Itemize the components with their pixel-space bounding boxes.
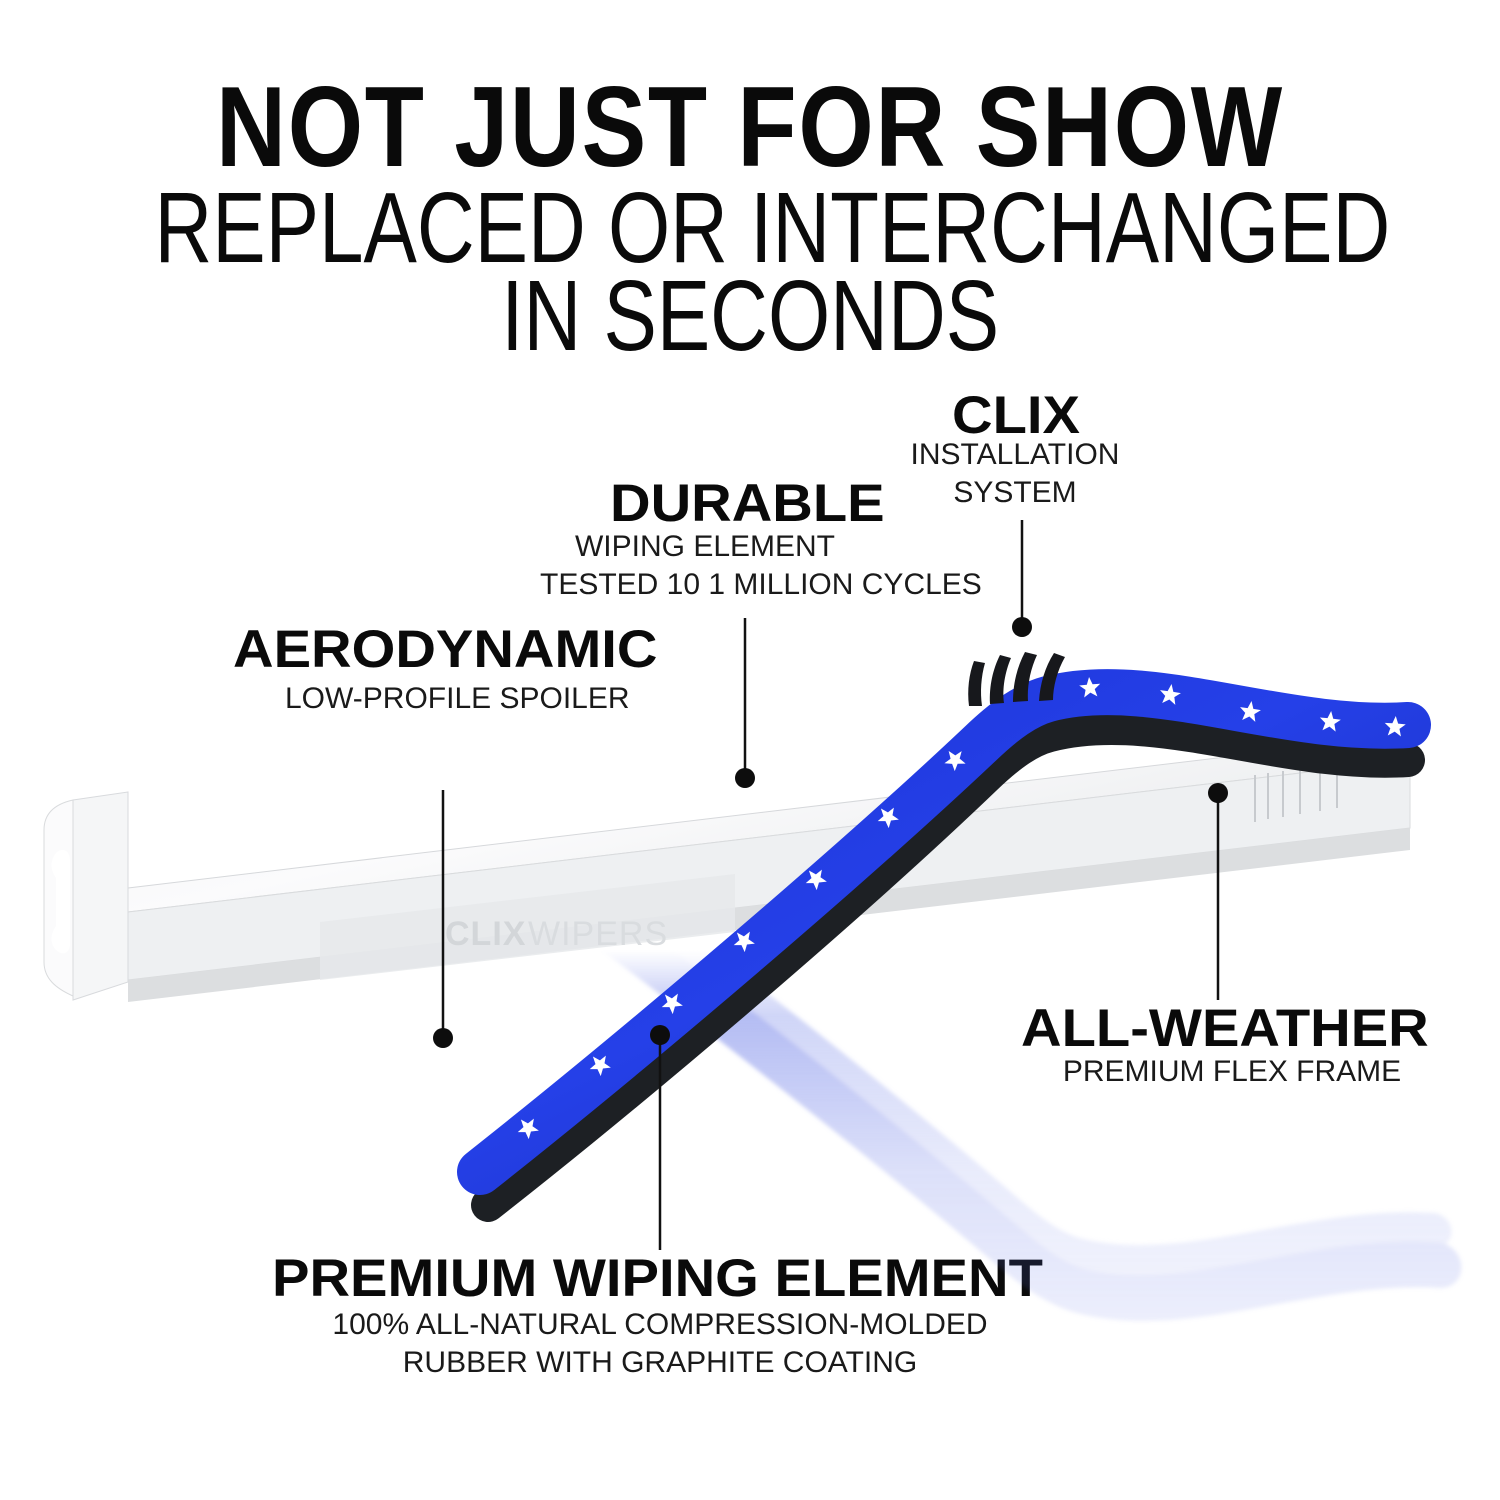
svg-text:CLIX: CLIX xyxy=(445,915,526,953)
svg-text:WIPERS: WIPERS xyxy=(528,915,668,953)
